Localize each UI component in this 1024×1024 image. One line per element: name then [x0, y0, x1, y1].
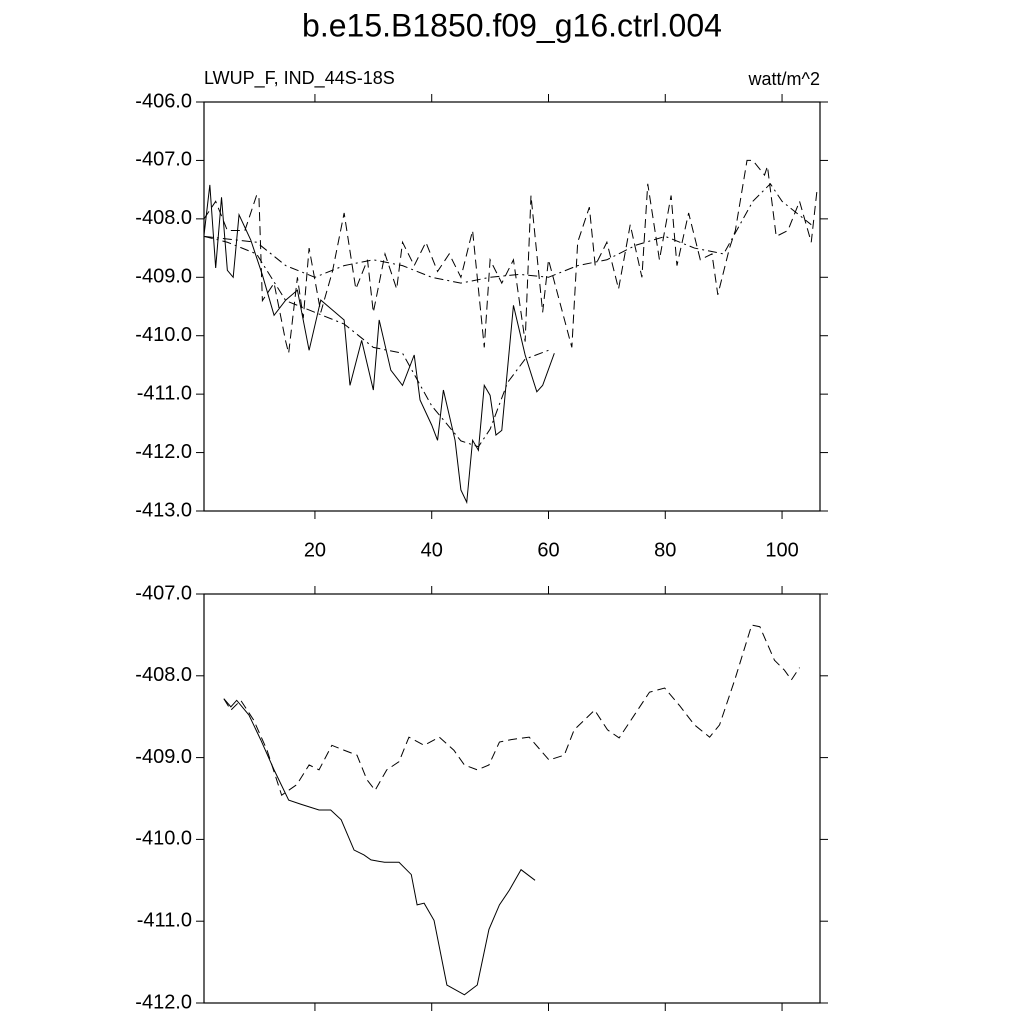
y-tick-label: -410.0	[135, 828, 192, 850]
data-line	[203, 159, 818, 354]
y-tick-label: -411.0	[137, 382, 192, 404]
chart-title: b.e15.B1850.f09_g16.ctrl.004	[302, 7, 722, 43]
y-tick-label: -407.0	[135, 582, 192, 604]
data-line	[203, 183, 812, 284]
data-line	[223, 698, 536, 996]
data-line	[203, 184, 555, 505]
y-tick-label: -408.0	[135, 207, 192, 229]
y-tick-label: -409.0	[135, 746, 192, 768]
x-tick-label: 80	[654, 539, 676, 561]
y-tick-label: -407.0	[135, 149, 192, 171]
y-tick-label: -412.0	[135, 991, 192, 1013]
y-tick-label: -411.0	[137, 909, 192, 931]
right-string: watt/m^2	[748, 69, 820, 89]
plot-frame	[203, 101, 821, 512]
data-line	[223, 624, 800, 797]
x-tick-label: 40	[421, 539, 443, 561]
plot-frame	[203, 593, 821, 1004]
x-tick-label: 100	[765, 539, 798, 561]
x-tick-label: 20	[304, 539, 326, 561]
y-tick-label: -408.0	[135, 664, 192, 686]
y-tick-label: -406.0	[135, 90, 192, 112]
left-string: LWUP_F, IND_44S-18S	[204, 68, 395, 89]
y-tick-label: -412.0	[135, 441, 192, 463]
y-tick-label: -413.0	[135, 499, 192, 521]
y-tick-label: -410.0	[135, 324, 192, 346]
data-line	[203, 235, 549, 448]
y-tick-label: -409.0	[135, 266, 192, 288]
x-tick-label: 60	[537, 539, 559, 561]
